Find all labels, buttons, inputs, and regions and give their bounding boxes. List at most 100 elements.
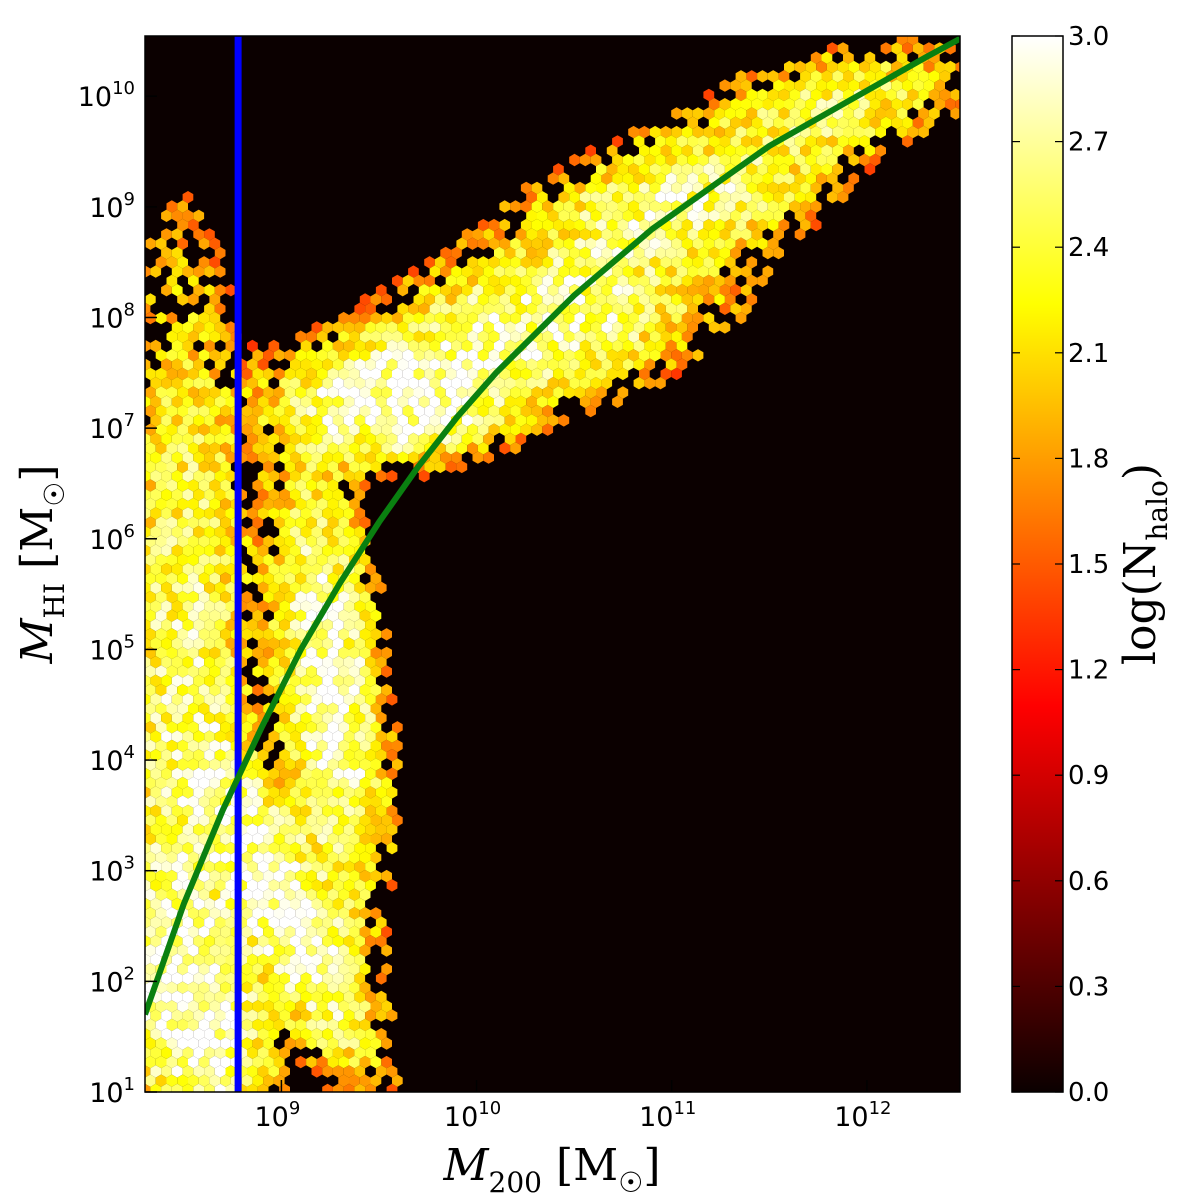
hex-cell bbox=[322, 395, 333, 408]
hex-cell bbox=[241, 925, 253, 939]
hex-cell bbox=[209, 311, 221, 325]
hex-cell bbox=[284, 962, 296, 976]
hex-cell bbox=[902, 98, 913, 111]
hex-cell bbox=[585, 386, 596, 399]
hex-cell bbox=[166, 832, 178, 846]
hex-cell bbox=[574, 256, 586, 269]
hex-cell bbox=[311, 693, 323, 706]
hex-cell bbox=[338, 1037, 349, 1050]
hex-cell bbox=[220, 497, 231, 511]
hex-cell bbox=[741, 265, 752, 278]
hex-cell bbox=[612, 302, 623, 315]
hex-cell bbox=[263, 888, 274, 901]
hex-cell bbox=[171, 674, 183, 687]
hex-cell bbox=[279, 1046, 290, 1059]
hex-cell bbox=[145, 404, 156, 418]
hex-cell bbox=[300, 470, 312, 483]
hex-cell bbox=[488, 404, 500, 418]
hex-cell bbox=[225, 321, 237, 334]
hex-cell bbox=[494, 377, 505, 390]
hex-cell bbox=[273, 925, 285, 939]
hex-cell bbox=[322, 674, 333, 687]
hex-cell bbox=[526, 246, 537, 260]
hex-cell bbox=[188, 423, 199, 436]
hex-cell bbox=[155, 367, 167, 381]
hex-cell bbox=[332, 711, 344, 725]
hex-cell bbox=[327, 1018, 339, 1032]
hex-cell bbox=[343, 414, 355, 427]
hex-cell bbox=[316, 460, 328, 474]
hex-cell bbox=[279, 637, 290, 650]
hex-cell bbox=[456, 349, 468, 362]
hex-cell bbox=[252, 776, 264, 790]
hex-cell bbox=[499, 423, 511, 436]
hex-cell bbox=[300, 339, 312, 353]
hex-cell bbox=[418, 321, 430, 334]
hex-cell bbox=[343, 451, 355, 464]
hex-cell bbox=[767, 237, 779, 250]
hex-cell bbox=[590, 321, 602, 334]
hex-cell bbox=[290, 693, 301, 706]
hex-cell bbox=[290, 525, 301, 539]
hex-cell bbox=[375, 935, 387, 948]
hex-cell bbox=[558, 265, 570, 278]
hex-cell bbox=[166, 311, 178, 325]
hex-cell bbox=[558, 209, 570, 222]
hex-cell bbox=[171, 749, 183, 762]
hex-cell bbox=[338, 814, 349, 827]
hex-cell bbox=[343, 470, 355, 483]
hex-cell bbox=[155, 386, 167, 399]
hex-cell bbox=[214, 246, 226, 260]
hex-cell bbox=[188, 814, 199, 827]
hex-cell bbox=[730, 153, 741, 167]
hex-cell bbox=[290, 767, 301, 780]
hex-cell bbox=[214, 1009, 226, 1022]
hex-cell bbox=[145, 488, 151, 501]
hex-cell bbox=[644, 302, 656, 315]
hex-cell bbox=[306, 553, 317, 567]
hex-cell bbox=[225, 470, 237, 483]
hex-cell bbox=[134, 479, 145, 491]
hex-cell bbox=[279, 656, 290, 669]
hex-cell bbox=[316, 981, 328, 994]
hex-cell bbox=[472, 432, 484, 446]
hex-cell bbox=[198, 962, 210, 976]
hex-cell bbox=[349, 702, 360, 715]
hex-cell bbox=[198, 665, 210, 678]
hex-cell bbox=[252, 851, 264, 864]
hex-cell bbox=[241, 869, 253, 883]
hex-cell bbox=[327, 349, 339, 362]
hex-cell bbox=[649, 125, 661, 139]
hex-cell bbox=[644, 153, 656, 167]
hex-cell bbox=[332, 470, 344, 483]
hex-cell bbox=[445, 274, 457, 288]
hex-cell bbox=[665, 246, 677, 260]
hex-cell bbox=[338, 869, 349, 883]
hex-cell bbox=[188, 349, 199, 362]
hex-cell bbox=[155, 553, 167, 567]
hex-cell bbox=[386, 395, 398, 408]
hex-cell bbox=[198, 646, 210, 660]
hex-cell bbox=[161, 1065, 172, 1078]
hex-cell bbox=[166, 572, 178, 585]
hex-cell bbox=[193, 730, 205, 743]
hex-cell bbox=[166, 1055, 178, 1069]
hex-cell bbox=[596, 256, 607, 269]
hex-cell bbox=[322, 916, 333, 929]
hex-cell bbox=[171, 1009, 183, 1022]
hex-cell bbox=[354, 935, 366, 948]
hex-cell bbox=[386, 1009, 398, 1022]
hex-cell bbox=[295, 869, 307, 883]
hex-cell bbox=[241, 851, 253, 864]
hex-cell bbox=[488, 330, 500, 343]
hex-cell bbox=[612, 153, 623, 167]
hex-cell bbox=[520, 218, 532, 232]
hex-cell bbox=[907, 36, 919, 46]
hex-cell bbox=[359, 1055, 371, 1069]
hex-cell bbox=[590, 377, 602, 390]
hex-cell bbox=[177, 832, 188, 846]
hex-cell bbox=[284, 814, 296, 827]
hex-cell bbox=[327, 516, 339, 529]
hex-cell bbox=[129, 656, 140, 668]
